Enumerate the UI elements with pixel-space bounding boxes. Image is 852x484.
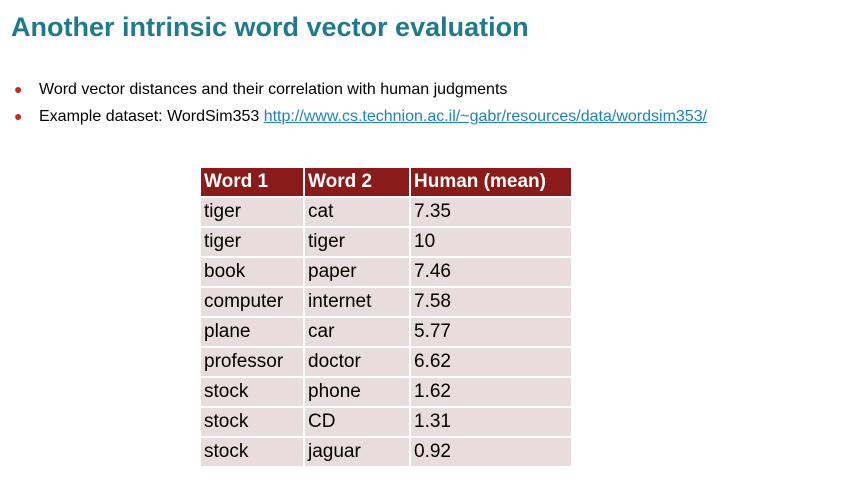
table-row: tiger tiger 10 (201, 227, 573, 258)
table-cell: stock (201, 437, 305, 468)
table-cell: 5.77 (410, 317, 573, 348)
bullet-item: ● Example dataset: WordSim353 http://www… (14, 103, 707, 130)
table-cell: stock (201, 377, 305, 408)
column-header: Human (mean) (410, 168, 573, 198)
table-cell: 0.92 (410, 437, 573, 468)
table-body: tiger cat 7.35 tiger tiger 10 book paper 7.46 com… (201, 197, 573, 468)
table-cell: 1.62 (410, 377, 573, 408)
table-row: plane car 5.77 (201, 317, 573, 348)
bullet-dot-icon: ● (14, 108, 23, 124)
bullet-item: ● Word vector distances and their correl… (14, 76, 707, 103)
table-cell: 7.46 (410, 257, 573, 288)
table-row: professor doctor 6.62 (201, 347, 573, 378)
table-cell: CD (304, 407, 411, 438)
table-row: book paper 7.46 (201, 257, 573, 288)
table-cell: 6.62 (410, 347, 573, 378)
table-cell: paper (304, 257, 411, 288)
slide-title: Another intrinsic word vector evaluation (11, 12, 529, 42)
table-cell: plane (201, 317, 305, 348)
table-cell: car (304, 317, 411, 348)
wordsim-table: Word 1 Word 2 Human (mean) tiger cat 7.35 t… (201, 168, 573, 468)
table-row: computer internet 7.58 (201, 287, 573, 318)
column-header: Word 2 (304, 168, 411, 198)
table-cell: book (201, 257, 305, 288)
bullet-text: Word vector distances and their correlat… (39, 81, 508, 98)
table-cell: 7.58 (410, 287, 573, 318)
table-cell: tiger (201, 197, 305, 228)
bullet-list: ● Word vector distances and their correl… (14, 76, 707, 130)
table-cell: tiger (201, 227, 305, 258)
table-cell: doctor (304, 347, 411, 378)
table-row: stock phone 1.62 (201, 377, 573, 408)
table-cell: phone (304, 377, 411, 408)
table-row: stock CD 1.31 (201, 407, 573, 438)
table-cell: internet (304, 287, 411, 318)
wordsim353-link[interactable]: http://www.cs.technion.ac.il/~gabr/resou… (263, 108, 708, 125)
table-cell: 1.31 (410, 407, 573, 438)
table-cell: tiger (304, 227, 411, 258)
table-cell: cat (304, 197, 411, 228)
table-cell: computer (201, 287, 305, 318)
table-cell: stock (201, 407, 305, 438)
table-cell: 7.35 (410, 197, 573, 228)
bullet-text: Example dataset: WordSim353 (39, 108, 264, 125)
table-header-row: Word 1 Word 2 Human (mean) (201, 168, 573, 198)
table-cell: 10 (410, 227, 573, 258)
table-row: tiger cat 7.35 (201, 197, 573, 228)
table-cell: professor (201, 347, 305, 378)
bullet-dot-icon: ● (14, 81, 23, 97)
table-row: stock jaguar 0.92 (201, 437, 573, 468)
column-header: Word 1 (201, 168, 305, 198)
table-cell: jaguar (304, 437, 411, 468)
